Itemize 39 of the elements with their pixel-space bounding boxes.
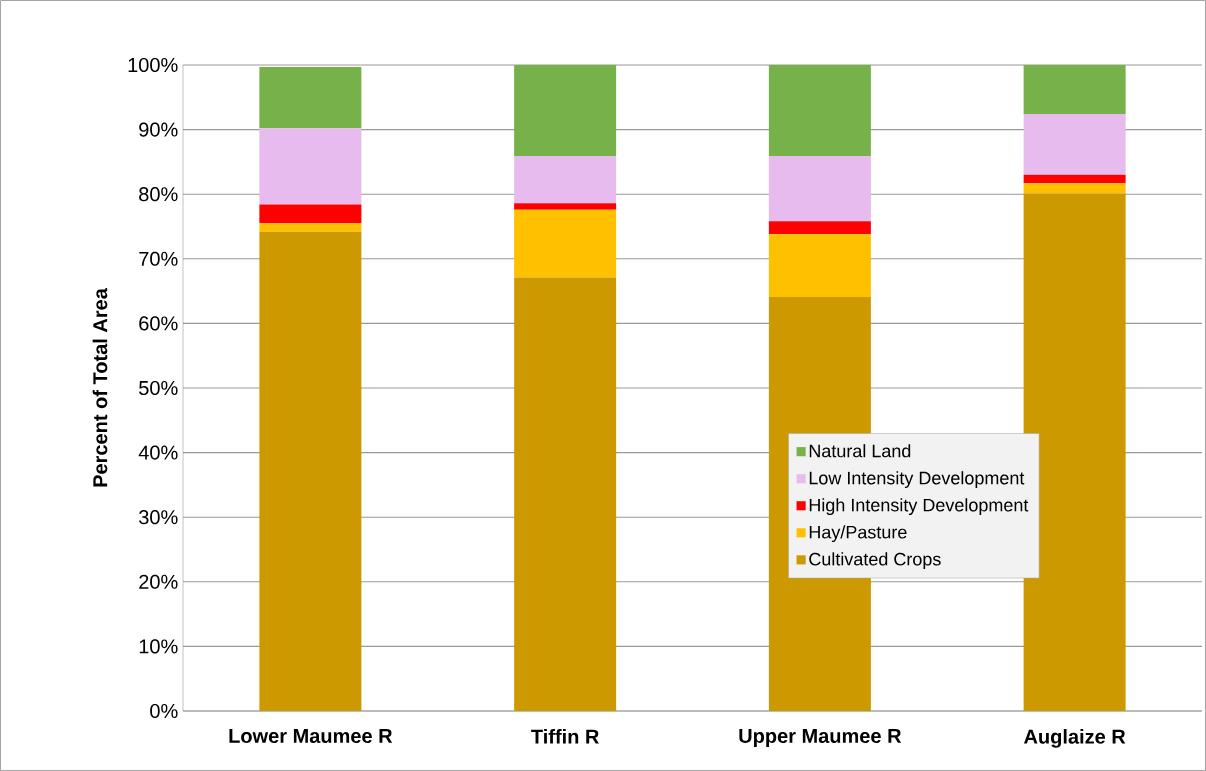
- y-tick-label: 80%: [139, 187, 178, 202]
- x-tick-label: Tiffin R: [531, 729, 599, 744]
- y-tick-label: 10%: [139, 639, 178, 654]
- bar: [768, 156, 871, 222]
- y-tick-label: 20%: [139, 574, 178, 589]
- bar: [514, 277, 617, 711]
- bar: [259, 204, 362, 224]
- bar: [1023, 64, 1126, 115]
- legend-label: High Intensity Development: [809, 498, 1029, 516]
- legend-label: Cultivated Crops: [809, 552, 941, 570]
- y-tick-label: 40%: [138, 445, 178, 460]
- y-tick-label: 90%: [139, 122, 178, 137]
- y-tick-label: 60%: [139, 316, 178, 331]
- x-tick-label: Lower Maumee R: [229, 729, 393, 743]
- bar: [1023, 174, 1126, 184]
- legend-label: Hay/Pasture: [809, 525, 907, 543]
- bar: [259, 66, 362, 129]
- bar: [514, 209, 617, 278]
- bar: [514, 203, 617, 210]
- bar: [259, 223, 362, 232]
- bar: [768, 234, 871, 297]
- x-tick-label: Upper Maumee R: [739, 729, 902, 747]
- y-tick-label: 0%: [150, 703, 178, 719]
- y-tick-label: 100%: [128, 57, 178, 73]
- y-tick-label: 50%: [139, 380, 178, 396]
- bar: [1023, 114, 1126, 175]
- bar: [514, 156, 617, 204]
- x-tick-label: Auglaize R: [1024, 729, 1126, 748]
- legend-label: Low Intensity Development: [809, 471, 1025, 488]
- bar: [259, 128, 362, 205]
- bar: [768, 221, 871, 235]
- bar: [1023, 183, 1126, 194]
- y-tick-label: 70%: [139, 251, 178, 266]
- legend-label: Natural Land: [809, 444, 911, 458]
- bar: [514, 64, 617, 157]
- bar: [259, 231, 362, 711]
- y-tick-label: 30%: [139, 510, 178, 525]
- bar: [768, 64, 871, 157]
- y-axis-title: Percent of Total Area: [92, 288, 108, 487]
